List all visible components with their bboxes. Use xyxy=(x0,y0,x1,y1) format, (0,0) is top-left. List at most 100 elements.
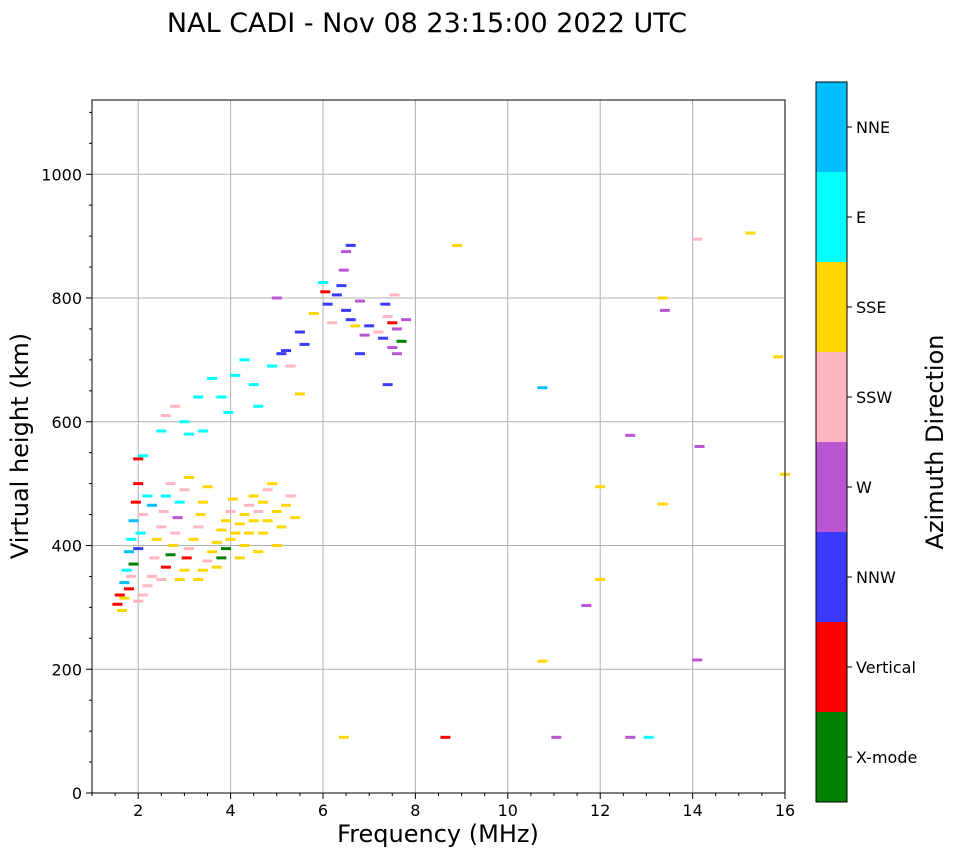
data-point-sse xyxy=(234,556,245,560)
data-point-sse xyxy=(257,531,268,535)
data-point-nnw xyxy=(331,293,342,297)
data-point-e xyxy=(239,358,250,362)
grid-lines xyxy=(92,100,786,794)
data-point-e xyxy=(174,500,185,504)
data-point-nnw xyxy=(354,352,365,356)
data-point-ssw xyxy=(382,315,393,319)
data-point-w xyxy=(401,318,412,322)
data-point-nnw xyxy=(322,302,333,306)
data-point-w xyxy=(581,604,592,608)
y-tick-label: 800 xyxy=(51,289,82,308)
data-point-vertical xyxy=(133,482,144,486)
data-point-e xyxy=(248,383,259,387)
data-point-e xyxy=(207,376,218,380)
data-point-ssw xyxy=(142,584,153,588)
data-point-e xyxy=(230,373,241,377)
data-point-ssw xyxy=(373,330,384,334)
data-point-w xyxy=(387,346,398,349)
colorbar-label: Azimuth Direction xyxy=(921,335,949,550)
data-point-sse xyxy=(193,578,204,582)
data-point-ssw xyxy=(285,494,296,498)
y-tick-label: 400 xyxy=(51,537,82,556)
data-point-w xyxy=(694,445,705,448)
colorbar-frame xyxy=(815,81,848,803)
data-point-x-mode xyxy=(220,547,231,551)
data-point-vertical xyxy=(112,602,123,606)
colorbar-tick-label: W xyxy=(856,478,872,497)
data-point-sse xyxy=(234,522,245,526)
data-point-nnw xyxy=(133,547,144,551)
data-point-nne xyxy=(147,503,158,507)
data-point-w xyxy=(359,333,370,337)
data-point-sse xyxy=(220,519,231,523)
data-point-e xyxy=(184,432,195,436)
data-point-ssw xyxy=(179,488,190,492)
data-point-ssw xyxy=(137,513,148,517)
data-point-sse xyxy=(244,531,255,535)
data-point-sse xyxy=(257,500,268,504)
data-point-w xyxy=(172,516,183,520)
data-point-e xyxy=(156,429,167,433)
data-point-vertical xyxy=(133,457,144,461)
colorbar-segment-e xyxy=(816,172,847,262)
data-point-w xyxy=(625,433,636,437)
data-point-w xyxy=(354,299,365,303)
data-point-sse xyxy=(119,596,130,600)
data-point-sse xyxy=(451,243,462,247)
colorbar-segment-w xyxy=(816,442,847,532)
data-point-sse xyxy=(184,475,195,479)
data-point-sse xyxy=(197,568,208,572)
data-point-ssw xyxy=(126,574,137,578)
data-point-w xyxy=(341,250,352,254)
data-point-nnw xyxy=(276,352,287,356)
data-point-e xyxy=(121,568,132,572)
data-point-sse xyxy=(267,482,278,486)
x-axis-label: Frequency (MHz) xyxy=(337,820,539,848)
data-point-sse xyxy=(657,502,668,506)
data-point-w xyxy=(625,735,636,739)
data-point-nne xyxy=(537,386,548,390)
data-points xyxy=(112,231,790,739)
data-point-sse xyxy=(174,578,185,582)
data-point-sse xyxy=(271,544,282,547)
data-point-ssw xyxy=(149,556,160,560)
data-point-nnw xyxy=(345,318,356,322)
data-point-sse xyxy=(211,540,222,544)
data-point-ssw xyxy=(262,488,273,492)
data-point-sse xyxy=(281,503,292,507)
data-point-e xyxy=(216,395,227,399)
data-point-ssw xyxy=(285,364,296,368)
data-point-ssw xyxy=(253,509,264,513)
colorbar-segment-sse xyxy=(816,262,847,352)
data-point-nne xyxy=(128,519,139,523)
colorbar-tick-label: NNW xyxy=(856,568,896,587)
data-point-e xyxy=(267,364,278,368)
data-point-e xyxy=(193,395,204,399)
data-point-nnw xyxy=(364,324,375,328)
colorbar-segment-nnw xyxy=(816,532,847,622)
data-point-sse xyxy=(745,231,756,235)
data-point-ssw xyxy=(389,293,400,297)
data-point-w xyxy=(551,735,562,739)
x-tick-label: 8 xyxy=(410,801,420,820)
colorbar: NNE E SSE SSW W NNW Vertical X-mode xyxy=(816,82,917,802)
data-point-sse xyxy=(294,392,305,396)
x-tick-label: 2 xyxy=(133,801,143,820)
data-point-vertical xyxy=(130,500,141,504)
data-point-w xyxy=(692,658,703,662)
data-point-ssw xyxy=(160,414,171,418)
data-point-e xyxy=(253,404,264,408)
data-point-sse xyxy=(338,735,349,739)
data-point-ssw xyxy=(156,525,167,529)
data-point-sse xyxy=(202,485,213,489)
data-point-w xyxy=(271,296,282,300)
data-point-sse xyxy=(350,324,361,328)
data-point-vertical xyxy=(181,556,192,560)
chart-title: NAL CADI - Nov 08 23:15:00 2022 UTC xyxy=(167,8,687,39)
data-point-nnw xyxy=(281,349,292,353)
data-point-sse xyxy=(537,659,548,663)
y-tick-label: 600 xyxy=(51,413,82,432)
data-point-sse xyxy=(167,544,178,547)
data-point-e xyxy=(223,410,234,414)
plot-frame xyxy=(91,99,786,794)
